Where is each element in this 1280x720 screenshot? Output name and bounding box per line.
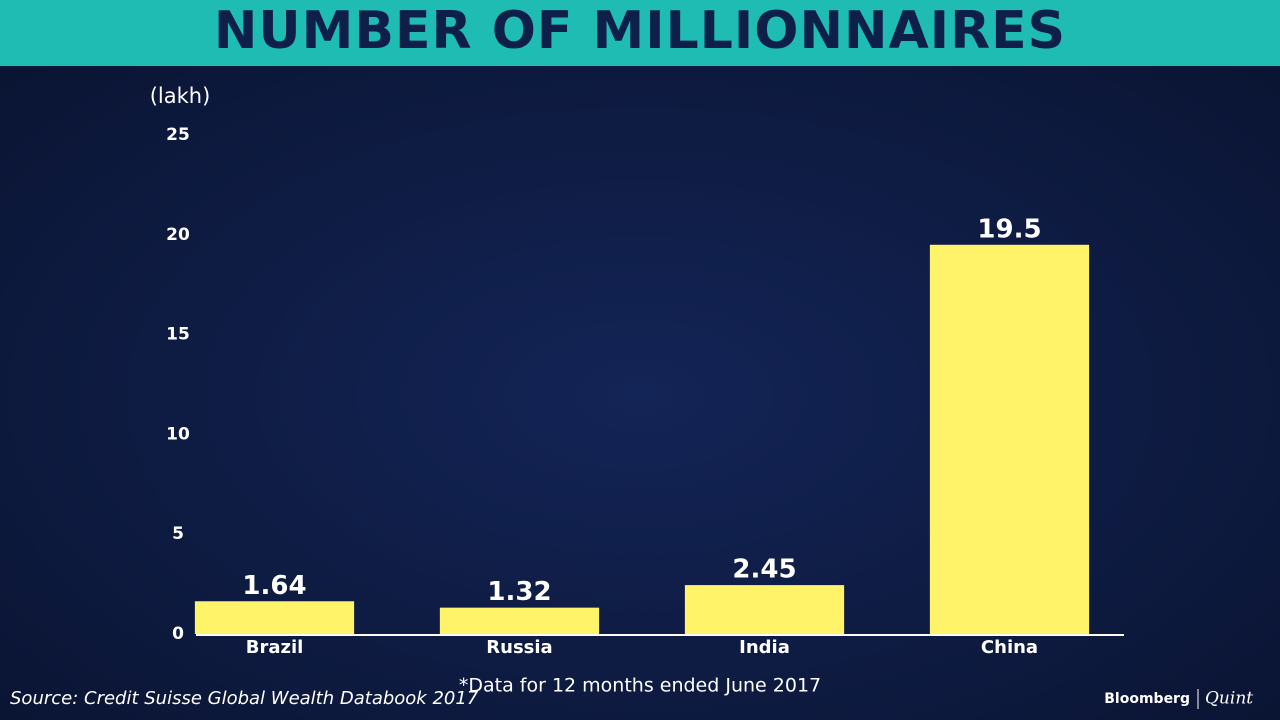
y-tick-label: 0: [172, 624, 184, 644]
source: Source: Credit Suisse Global Wealth Data…: [10, 688, 479, 709]
bar: [684, 585, 845, 634]
title-bar: [0, 0, 1280, 66]
chart-title: NUMBER OF MILLIONNAIRES: [214, 1, 1066, 61]
y-tick-label: 10: [166, 424, 190, 444]
note: *Data for 12 months ended June 2017: [459, 675, 821, 697]
x-tick-label: India: [739, 637, 790, 658]
value-label: 19.5: [977, 214, 1041, 244]
x-tick-label: Russia: [486, 637, 552, 658]
value-label: 1.64: [242, 571, 306, 601]
y-tick-label: 15: [166, 325, 190, 345]
value-label: 2.45: [732, 555, 796, 585]
brand: Bloomberg: [1104, 691, 1190, 707]
bar: [439, 607, 600, 634]
bar: [929, 244, 1090, 634]
y-tick-label: 25: [166, 125, 190, 145]
value-label: 1.32: [487, 577, 551, 607]
bar: [194, 601, 355, 634]
y-unit: (lakh): [150, 84, 211, 108]
y-tick-label: 5: [172, 524, 184, 544]
x-tick-label: Brazil: [246, 637, 304, 658]
x-tick-label: China: [981, 637, 1038, 658]
y-tick-label: 20: [166, 225, 190, 245]
sub-brand: Quint: [1205, 689, 1253, 709]
